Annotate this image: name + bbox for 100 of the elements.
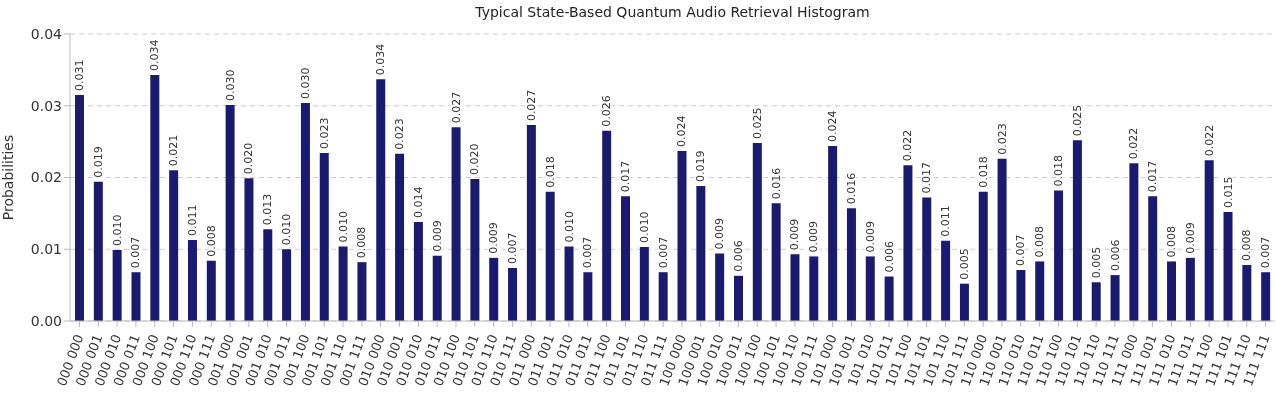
bar	[1054, 190, 1064, 321]
data-label: 0.018	[976, 156, 990, 188]
bar	[959, 283, 969, 321]
data-label: 0.007	[506, 232, 520, 264]
bar	[1110, 275, 1120, 321]
bar	[1185, 257, 1195, 321]
bar	[658, 272, 668, 321]
data-label: 0.007	[1259, 236, 1273, 269]
bar	[790, 254, 800, 321]
bar	[1148, 196, 1158, 321]
data-label: 0.021	[167, 134, 181, 167]
data-label: 0.017	[619, 160, 633, 193]
bar	[75, 94, 84, 321]
data-label: 0.009	[788, 218, 802, 251]
data-label: 0.009	[430, 220, 444, 252]
bar	[1261, 272, 1271, 321]
data-label: 0.031	[73, 59, 86, 91]
bar	[752, 143, 762, 321]
data-label: 0.018	[1052, 154, 1066, 187]
bar	[545, 191, 555, 321]
bar	[1072, 140, 1082, 321]
data-label: 0.008	[204, 225, 218, 257]
data-label: 0.008	[1165, 225, 1179, 258]
bar	[583, 272, 593, 321]
data-label: 0.026	[600, 95, 614, 127]
bar	[828, 145, 838, 321]
bar	[508, 267, 518, 321]
data-label: 0.009	[487, 222, 501, 254]
data-label: 0.006	[1108, 239, 1122, 272]
bar	[206, 260, 216, 321]
bar	[715, 253, 725, 321]
bar	[733, 275, 743, 321]
bar	[1242, 265, 1252, 321]
bar	[282, 249, 292, 321]
data-label: 0.011	[185, 204, 199, 236]
data-label: 0.010	[280, 213, 294, 246]
bar	[1167, 261, 1177, 321]
bar	[169, 170, 179, 321]
data-label: 0.025	[1070, 104, 1084, 137]
bar	[903, 165, 913, 321]
data-label: 0.007	[1014, 234, 1028, 267]
bar	[1091, 282, 1101, 321]
data-label: 0.022	[901, 129, 915, 162]
data-label: 0.010	[110, 214, 124, 246]
bar	[884, 276, 894, 321]
data-label: 0.008	[1240, 229, 1254, 262]
bar	[376, 79, 386, 321]
data-label: 0.007	[129, 236, 143, 269]
y-axis-title: Probabilities	[0, 134, 16, 221]
bar	[865, 256, 875, 321]
data-label: 0.024	[675, 115, 689, 147]
bar	[300, 102, 310, 321]
bar	[338, 246, 348, 321]
data-label: 0.017	[1146, 160, 1160, 193]
bar	[357, 262, 367, 321]
bar	[1223, 211, 1233, 321]
bar	[263, 229, 273, 321]
data-label: 0.009	[807, 220, 821, 253]
bar	[771, 203, 781, 321]
bar	[112, 249, 122, 321]
bar	[1016, 270, 1026, 321]
data-label: 0.007	[656, 236, 670, 269]
bar	[150, 74, 160, 321]
bar	[1204, 160, 1214, 321]
data-label: 0.022	[1127, 127, 1141, 160]
y-tick-label: 0.04	[30, 25, 63, 42]
bar	[809, 256, 819, 321]
y-tick-label: 0.02	[30, 169, 62, 186]
data-label: 0.034	[148, 39, 162, 71]
bar	[470, 178, 480, 321]
data-label: 0.015	[1221, 176, 1235, 208]
data-label: 0.009	[713, 218, 727, 250]
data-label: 0.010	[562, 210, 576, 243]
data-label: 0.008	[1033, 225, 1047, 258]
bar	[93, 181, 103, 321]
bar	[489, 257, 499, 321]
data-label: 0.030	[223, 69, 237, 102]
data-label: 0.024	[826, 110, 840, 142]
data-label: 0.023	[317, 117, 331, 150]
data-label: 0.007	[581, 236, 595, 269]
data-label: 0.023	[393, 118, 407, 150]
bar	[621, 196, 631, 321]
data-label: 0.020	[242, 142, 256, 175]
bar	[131, 272, 141, 321]
data-label: 0.019	[91, 146, 105, 178]
data-label: 0.025	[750, 107, 764, 140]
bar	[677, 150, 687, 321]
bar	[564, 246, 574, 321]
bar	[413, 221, 423, 321]
bar	[941, 240, 951, 321]
bar	[244, 178, 254, 321]
data-label: 0.009	[1183, 222, 1197, 254]
data-label: 0.016	[844, 172, 858, 205]
bar	[451, 127, 461, 321]
bar	[187, 239, 197, 321]
data-label: 0.014	[411, 186, 425, 218]
data-label: 0.010	[336, 210, 350, 243]
y-tick-label: 0.03	[30, 97, 62, 114]
bar	[997, 158, 1007, 321]
data-label: 0.022	[1202, 124, 1216, 157]
